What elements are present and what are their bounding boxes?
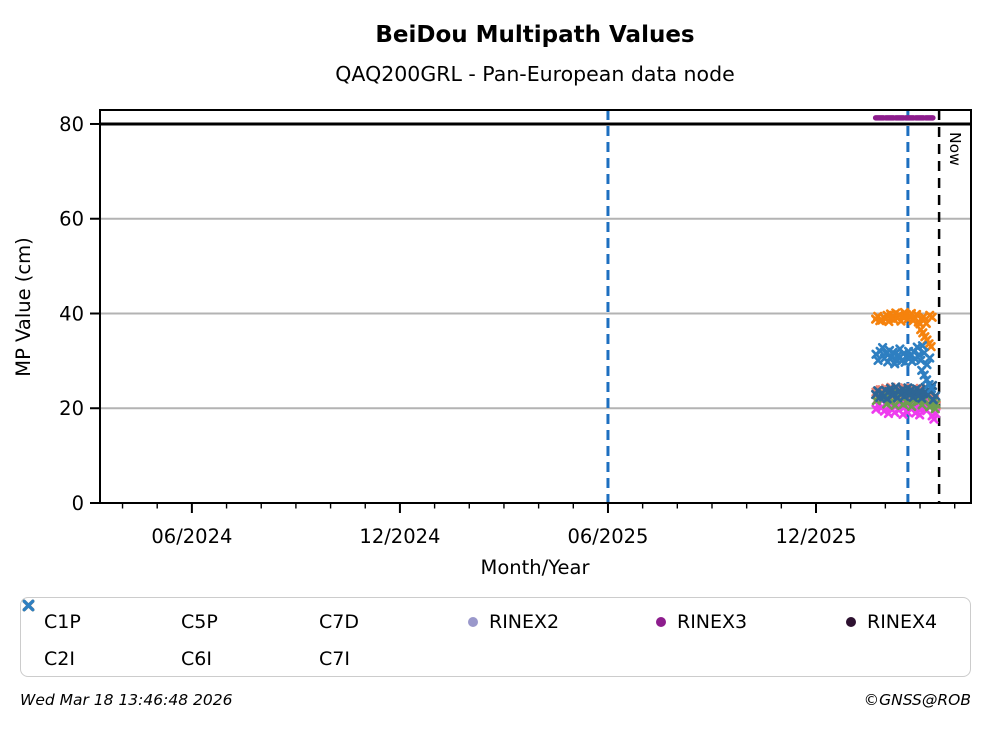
chart-subtitle: QAQ200GRL - Pan-European data node [335,62,734,86]
legend-label-C1P: C1P [44,610,81,633]
legend-item-C5P: C5P [22,599,319,633]
legend-marker-RINEX2 [468,616,478,627]
plot-area: Now 06/2024 12/2024 06/2025 12/2025 0 20 40 60 80 [59,109,972,548]
legend-label-C6I: C6I [181,647,212,670]
legend-marker-RINEX4 [846,616,856,627]
legend-label-RINEX3: RINEX3 [677,610,748,633]
y-tick-label: 20 [59,397,84,420]
legend-item-C7I: C7I [22,599,468,670]
legend-row-2: C2I C6I C7I [22,599,970,677]
gridlines [100,217,971,410]
legend-item-RINEX2: RINEX2 [468,611,656,633]
now-label: Now [946,132,964,166]
y-tick-label: 60 [59,208,84,231]
y-tick-label: 80 [59,113,84,136]
legend-row-1: C1P C5P C7D RINEX2 RINEX3 RINEX4 [22,599,970,640]
y-tick-label: 40 [59,302,84,325]
axis-ticks: 06/2024 12/2024 06/2025 12/2025 0 20 40 60 80 [59,113,956,548]
legend-label-RINEX2: RINEX2 [489,610,560,633]
legend-label-C7I: C7I [319,647,350,670]
y-tick-label: 0 [72,492,84,515]
legend-item-C7D: C7D [22,599,468,633]
y-axis-label: MP Value (cm) [12,237,35,376]
event-lines: Now [606,110,964,503]
legend-label-C2I: C2I [44,647,75,670]
timestamp-text: Wed Mar 18 13:46:48 2026 [20,691,233,709]
legend-marker-RINEX3 [656,616,666,627]
series-C2I [870,307,937,352]
legend-item-C6I: C6I [22,599,319,670]
chart-title: BeiDou Multipath Values [375,22,694,48]
legend-label-RINEX4: RINEX4 [867,610,938,633]
legend-item-C1P: C1P [22,599,181,633]
x-tick-label: 12/2025 [776,525,857,548]
legend-label-C7D: C7D [319,610,359,633]
legend: C1P C5P C7D RINEX2 RINEX3 RINEX4 C2I C6I C7… [20,597,971,677]
x-axis-label: Month/Year [481,556,591,579]
plot-frame [99,109,972,504]
legend-item-C2I: C2I [22,599,181,670]
legend-label-C5P: C5P [181,610,218,633]
x-tick-label: 12/2024 [359,525,440,548]
series-C7D [870,380,941,405]
x-tick-label: 06/2025 [567,525,648,548]
series-C7I [871,341,937,393]
x-tick-label: 06/2024 [151,525,232,548]
legend-marker-C7I [22,599,35,612]
copyright-text: ©GNSS@ROB [863,691,971,709]
legend-item-RINEX4: RINEX4 [846,611,986,633]
legend-item-RINEX3: RINEX3 [656,611,846,633]
